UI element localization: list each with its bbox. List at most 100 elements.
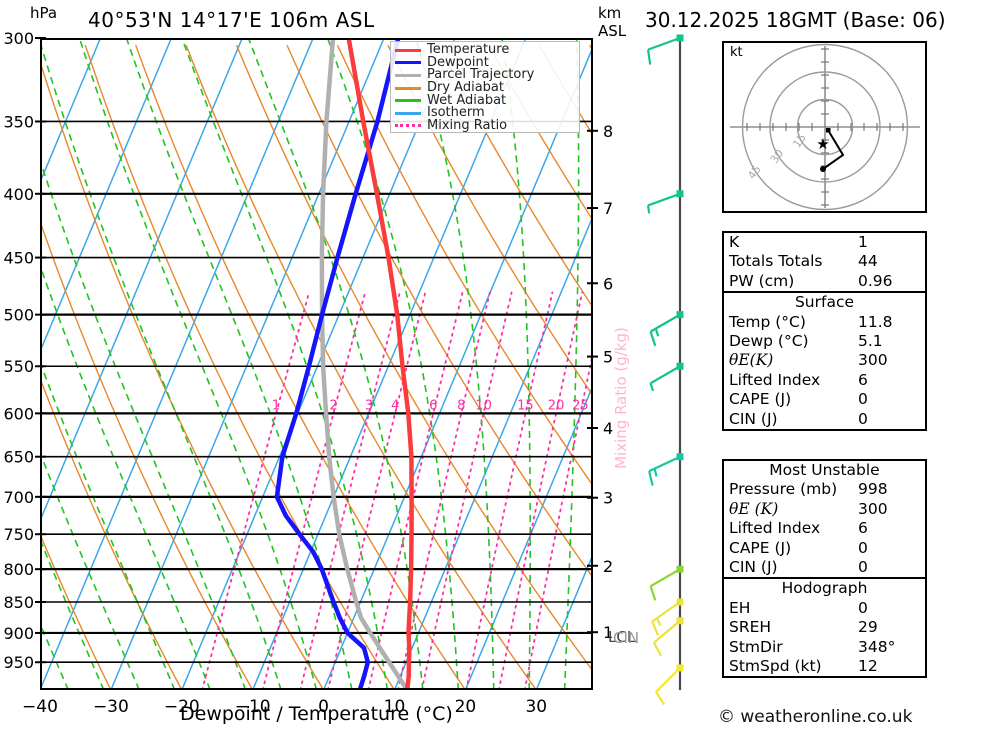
legend-swatch-isotherm xyxy=(395,111,421,115)
svg-text:6: 6 xyxy=(603,274,613,293)
index-key-surface-cin: CIN (J) xyxy=(729,409,778,428)
index-row-surface-cin: CIN (J) 0 xyxy=(724,410,925,429)
svg-text:8: 8 xyxy=(603,122,613,141)
legend-label-temperature: Temperature xyxy=(427,42,510,58)
svg-text:6: 6 xyxy=(429,398,437,413)
mixing-ratio-axis-title: Mixing Ratio (g/kg) xyxy=(612,327,630,469)
mixing-ratio-lines xyxy=(201,291,593,690)
svg-text:LCL: LCL xyxy=(608,628,636,646)
legend-item: Dry Adiabat xyxy=(395,81,575,95)
index-row-mu-cape: CAPE (J) 0 xyxy=(724,539,925,558)
svg-text:400: 400 xyxy=(3,185,34,204)
legend-swatch-dewpoint xyxy=(395,61,421,65)
svg-text:800: 800 xyxy=(3,560,34,579)
svg-text:350: 350 xyxy=(3,112,34,131)
chart-legend: Temperature Dewpoint Parcel Trajectory D… xyxy=(390,41,580,133)
index-value-mu-lifted-index: 6 xyxy=(858,519,868,538)
index-key-k: K xyxy=(729,233,740,251)
hodograph-section-header: Hodograph xyxy=(724,577,925,598)
skewt-chart: 1 2 3 4 6 8 10 15 20 25 xyxy=(40,38,593,690)
svg-text:15: 15 xyxy=(517,398,534,413)
index-key-pw: PW (cm) xyxy=(729,271,795,290)
svg-text:20: 20 xyxy=(455,697,477,717)
index-value-surface-cin: 0 xyxy=(858,409,868,428)
legend-label-mixing-ratio: Mixing Ratio xyxy=(427,117,508,133)
svg-text:900: 900 xyxy=(3,624,34,643)
svg-text:2: 2 xyxy=(603,557,613,576)
svg-text:550: 550 xyxy=(3,357,34,376)
legend-swatch-temperature xyxy=(395,48,421,52)
index-value-surface-cape: 0 xyxy=(858,390,868,409)
index-value-sreh: 29 xyxy=(858,618,878,637)
index-row-mu-lifted-index: Lifted Index 6 xyxy=(724,519,925,538)
index-key-stmdir: StmDir xyxy=(729,637,783,656)
isotherm-lines xyxy=(40,38,593,690)
index-key-surface-temp: Temp (°C) xyxy=(729,312,806,331)
svg-text:CIN: CIN xyxy=(613,629,639,647)
index-key-mu-cape: CAPE (J) xyxy=(729,538,792,557)
index-row-surface-temp: Temp (°C) 11.8 xyxy=(724,313,925,332)
svg-text:500: 500 xyxy=(3,306,34,325)
model-run-title: 30.12.2025 18GMT (Base: 06) xyxy=(645,8,946,32)
index-row-surface-lifted-index: Lifted Index 6 xyxy=(724,371,925,390)
svg-text:600: 600 xyxy=(3,404,34,423)
isobar-lines xyxy=(40,38,593,664)
index-row-surface-dewp: Dewp (°C) 5.1 xyxy=(724,332,925,351)
index-value-stmspd: 12 xyxy=(858,657,878,676)
x-axis-title: Dewpoint / Temperature (°C) xyxy=(180,703,453,725)
index-key-totals-totals: Totals Totals xyxy=(729,252,823,271)
svg-text:5: 5 xyxy=(603,348,613,367)
temperature-curve xyxy=(346,38,414,690)
index-value-surface-temp: 11.8 xyxy=(858,312,893,331)
mixing-ratio-value-labels: 1 2 3 4 6 8 10 15 20 25 xyxy=(272,398,589,413)
index-key-mu-lifted-index: Lifted Index xyxy=(729,519,821,538)
svg-text:750: 750 xyxy=(3,525,34,544)
svg-text:3: 3 xyxy=(365,398,373,413)
legend-label-dewpoint: Dewpoint xyxy=(427,54,489,70)
svg-text:20: 20 xyxy=(548,398,565,413)
index-key-sreh: SREH xyxy=(729,618,772,637)
index-key-eh: EH xyxy=(729,598,751,617)
index-row-mu-pressure: Pressure (mb) 998 xyxy=(724,480,925,499)
svg-text:2: 2 xyxy=(329,398,337,413)
legend-label-wet-adiabat: Wet Adiabat xyxy=(427,92,507,108)
indices-panel-primary: K 1 Totals Totals 44 PW (cm) 0.96 Surfac… xyxy=(722,231,927,432)
svg-text:7: 7 xyxy=(603,199,613,218)
index-row-surface-theta-e: θE(K) 300 xyxy=(724,351,925,370)
legend-item: Isotherm xyxy=(395,106,575,120)
index-row-pw: PW (cm) 0.96 xyxy=(724,272,925,291)
svg-text:1: 1 xyxy=(272,398,280,413)
legend-item: Parcel Trajectory xyxy=(395,68,575,82)
index-value-pw: 0.96 xyxy=(858,271,893,290)
svg-text:10: 10 xyxy=(475,398,492,413)
svg-text:8: 8 xyxy=(457,398,465,413)
index-key-mu-theta-e: θE (K) xyxy=(729,499,779,518)
index-row-stmdir: StmDir 348° xyxy=(724,638,925,657)
index-row-stmspd: StmSpd (kt) 12 xyxy=(724,657,925,676)
svg-text:700: 700 xyxy=(3,488,34,507)
surface-section-header: Surface xyxy=(724,291,925,312)
index-value-surface-theta-e: 300 xyxy=(858,351,888,370)
wind-barb-column xyxy=(646,34,684,706)
dewpoint-curve xyxy=(274,38,401,690)
index-key-stmspd: StmSpd (kt) xyxy=(729,657,822,676)
copyright-notice: © weatheronline.co.uk xyxy=(718,707,913,727)
svg-text:4: 4 xyxy=(603,419,613,438)
svg-text:3: 3 xyxy=(603,489,613,508)
svg-text:25: 25 xyxy=(572,398,589,413)
svg-text:1: 1 xyxy=(603,623,613,642)
legend-item: Dewpoint xyxy=(395,54,575,70)
index-key-surface-theta-e: θE(K) xyxy=(729,351,774,370)
index-row-totals-totals: Totals Totals 44 xyxy=(724,252,925,271)
height-unit-label-km: km xyxy=(598,4,622,22)
parcel-trajectory-curve xyxy=(319,38,410,690)
index-row-sreh: SREH 29 xyxy=(724,618,925,637)
index-key-surface-cape: CAPE (J) xyxy=(729,390,792,409)
most-unstable-section-header: Most Unstable xyxy=(769,461,880,479)
svg-text:4: 4 xyxy=(391,398,399,413)
index-row-surface-cape: CAPE (J) 0 xyxy=(724,390,925,409)
index-value-mu-pressure: 998 xyxy=(858,480,888,499)
index-value-mu-cin: 0 xyxy=(858,558,868,577)
svg-text:300: 300 xyxy=(3,29,34,48)
